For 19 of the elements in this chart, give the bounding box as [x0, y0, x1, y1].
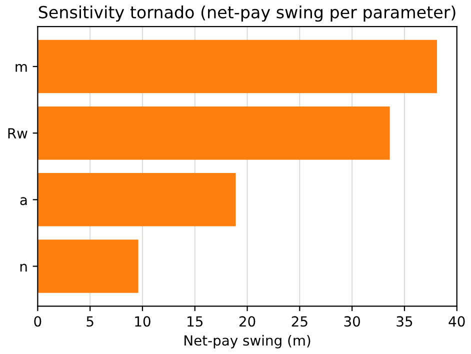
x-tick-label: 20 [239, 316, 256, 327]
x-tick-label: 5 [86, 316, 94, 327]
x-tick-label: 10 [135, 316, 150, 327]
y-tick-label: a [20, 197, 27, 206]
y-tick-label: Rw [8, 128, 28, 138]
chart-title: Sensitivity tornado (net-pay swing per parameter) [38, 6, 456, 22]
x-tick-label: 30 [344, 316, 360, 327]
bar [38, 173, 236, 226]
x-tick-label: 15 [188, 316, 202, 327]
y-tick-label: m [16, 64, 27, 72]
x-tick-label: 25 [292, 316, 308, 327]
bar [38, 240, 138, 293]
y-tick-label: n [20, 264, 27, 272]
x-tick-label: 35 [396, 316, 412, 327]
bar [38, 40, 437, 94]
bar [38, 106, 390, 160]
x-tick-label: 0 [34, 316, 42, 327]
x-tick-label: 40 [448, 316, 465, 327]
x-axis-title: Net-pay swing (m) [184, 334, 310, 348]
